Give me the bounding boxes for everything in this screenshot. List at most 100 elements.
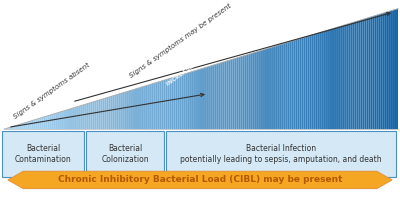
Text: Signs & symptoms absent: Signs & symptoms absent <box>12 61 91 120</box>
Polygon shape <box>264 49 266 129</box>
Polygon shape <box>266 48 268 129</box>
Polygon shape <box>120 93 122 129</box>
Polygon shape <box>112 95 114 129</box>
Polygon shape <box>306 36 307 129</box>
Polygon shape <box>108 97 110 129</box>
Polygon shape <box>144 86 146 129</box>
Polygon shape <box>248 54 250 129</box>
Polygon shape <box>357 21 358 129</box>
Polygon shape <box>128 90 130 129</box>
Text: Chronic Inhibitory Bacterial Load (CIBL) may be present: Chronic Inhibitory Bacterial Load (CIBL)… <box>58 175 342 184</box>
Polygon shape <box>351 22 353 129</box>
Polygon shape <box>260 50 262 129</box>
Polygon shape <box>254 52 256 129</box>
Polygon shape <box>30 121 32 129</box>
Polygon shape <box>175 76 177 129</box>
Polygon shape <box>238 57 240 129</box>
Polygon shape <box>193 71 195 129</box>
FancyBboxPatch shape <box>86 131 164 177</box>
Polygon shape <box>118 94 120 129</box>
Polygon shape <box>252 53 254 129</box>
Polygon shape <box>96 100 98 129</box>
Polygon shape <box>8 127 10 129</box>
Polygon shape <box>83 104 85 129</box>
Polygon shape <box>376 15 378 129</box>
Polygon shape <box>164 80 166 129</box>
Polygon shape <box>272 47 274 129</box>
Polygon shape <box>146 85 148 129</box>
Polygon shape <box>79 106 81 129</box>
Polygon shape <box>126 91 128 129</box>
Polygon shape <box>142 86 144 129</box>
Polygon shape <box>59 112 61 129</box>
Polygon shape <box>331 29 333 129</box>
Polygon shape <box>85 104 87 129</box>
Polygon shape <box>240 56 242 129</box>
Polygon shape <box>294 40 296 129</box>
Polygon shape <box>81 105 83 129</box>
Polygon shape <box>292 41 294 129</box>
Polygon shape <box>227 60 228 129</box>
Polygon shape <box>270 47 272 129</box>
FancyBboxPatch shape <box>166 131 396 177</box>
Polygon shape <box>102 98 104 129</box>
Polygon shape <box>134 89 136 129</box>
Polygon shape <box>219 63 221 129</box>
Polygon shape <box>368 17 370 129</box>
Polygon shape <box>278 45 280 129</box>
Polygon shape <box>57 112 59 129</box>
Polygon shape <box>307 36 309 129</box>
Polygon shape <box>156 82 158 129</box>
Polygon shape <box>370 16 372 129</box>
Text: Signs & symptoms may be present: Signs & symptoms may be present <box>128 3 232 79</box>
Polygon shape <box>274 46 276 129</box>
Polygon shape <box>282 44 284 129</box>
Polygon shape <box>116 94 118 129</box>
Polygon shape <box>325 30 327 129</box>
Polygon shape <box>296 39 298 129</box>
Polygon shape <box>110 96 112 129</box>
Polygon shape <box>276 45 278 129</box>
Polygon shape <box>140 87 142 129</box>
Polygon shape <box>16 125 18 129</box>
Polygon shape <box>329 29 331 129</box>
Polygon shape <box>225 61 227 129</box>
Polygon shape <box>47 115 49 129</box>
Polygon shape <box>333 28 335 129</box>
Polygon shape <box>288 42 290 129</box>
Polygon shape <box>65 110 67 129</box>
Polygon shape <box>396 9 398 129</box>
Polygon shape <box>392 10 394 129</box>
Polygon shape <box>75 107 77 129</box>
Polygon shape <box>170 78 172 129</box>
Polygon shape <box>20 124 22 129</box>
Polygon shape <box>172 77 174 129</box>
Polygon shape <box>215 64 217 129</box>
Polygon shape <box>228 60 230 129</box>
Polygon shape <box>242 56 244 129</box>
Polygon shape <box>304 37 306 129</box>
Polygon shape <box>341 26 343 129</box>
Polygon shape <box>380 13 382 129</box>
Polygon shape <box>302 38 304 129</box>
Polygon shape <box>63 110 65 129</box>
Polygon shape <box>187 72 189 129</box>
Polygon shape <box>313 34 315 129</box>
Polygon shape <box>24 123 26 129</box>
Polygon shape <box>132 89 134 129</box>
Polygon shape <box>388 11 390 129</box>
Polygon shape <box>382 13 384 129</box>
Polygon shape <box>34 119 36 129</box>
Polygon shape <box>185 73 187 129</box>
Polygon shape <box>174 77 175 129</box>
Polygon shape <box>87 103 89 129</box>
Polygon shape <box>256 51 258 129</box>
Polygon shape <box>372 16 374 129</box>
Polygon shape <box>258 51 260 129</box>
Polygon shape <box>374 15 376 129</box>
Polygon shape <box>122 92 124 129</box>
Polygon shape <box>32 120 34 129</box>
Polygon shape <box>36 119 38 129</box>
Polygon shape <box>104 98 106 129</box>
Polygon shape <box>262 50 264 129</box>
